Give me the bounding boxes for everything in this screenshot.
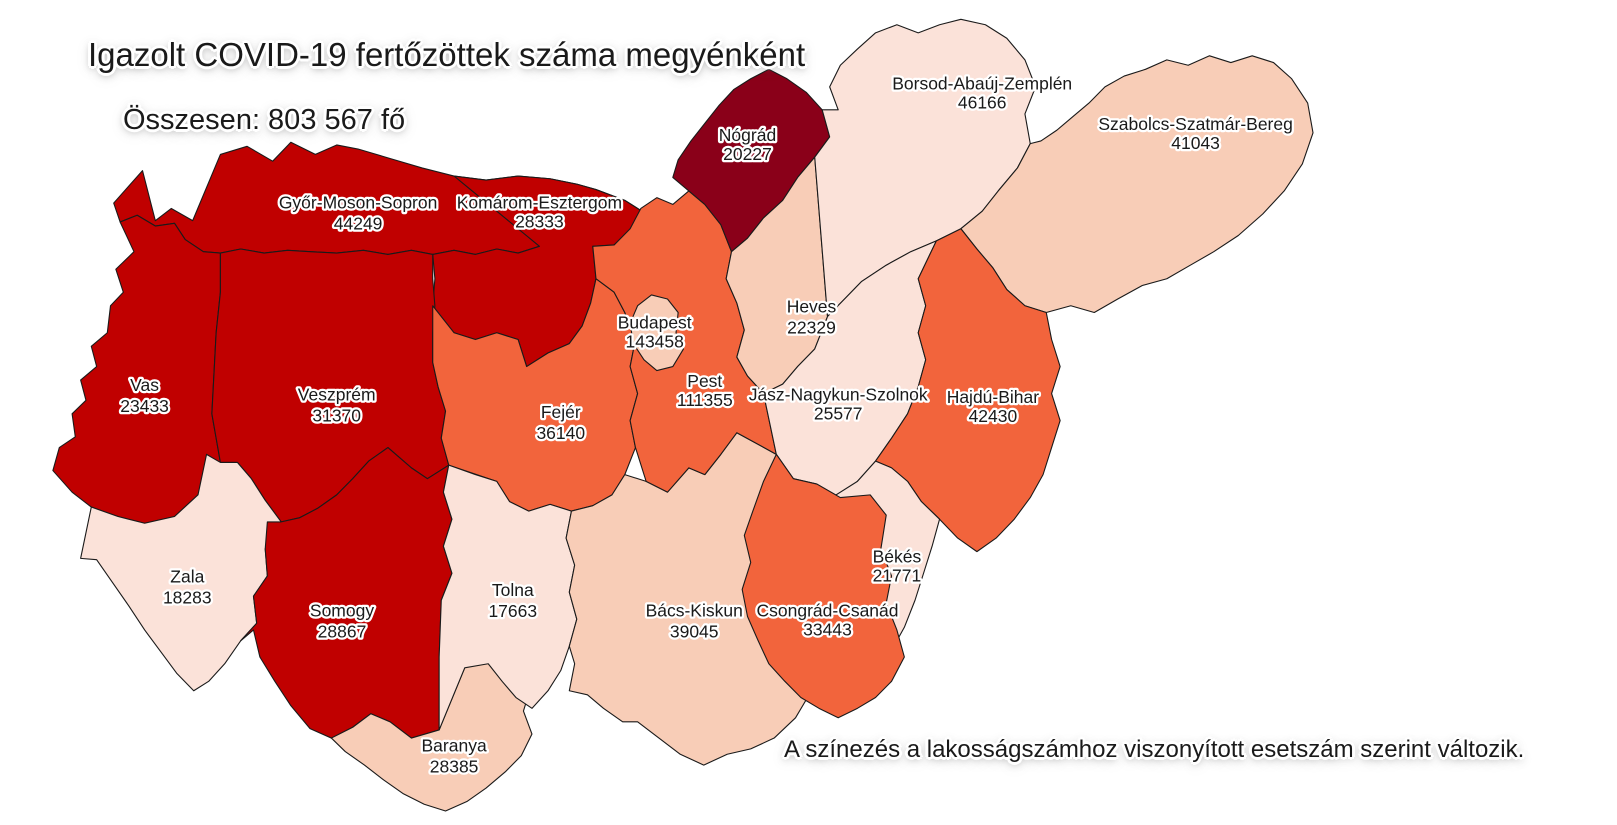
svg-text:Budapest: Budapest bbox=[618, 313, 692, 333]
svg-text:Somogy: Somogy bbox=[310, 601, 374, 621]
svg-text:31370: 31370 bbox=[312, 405, 361, 425]
svg-text:Csongrád-Csanád: Csongrád-Csanád bbox=[756, 601, 898, 621]
svg-text:Fejér: Fejér bbox=[541, 402, 581, 422]
svg-text:44249: 44249 bbox=[334, 214, 383, 234]
svg-text:36140: 36140 bbox=[536, 423, 585, 443]
svg-text:41043: 41043 bbox=[1171, 133, 1220, 153]
svg-text:111355: 111355 bbox=[677, 390, 733, 410]
svg-text:Békés: Békés bbox=[873, 546, 922, 566]
svg-text:28385: 28385 bbox=[430, 757, 479, 777]
svg-text:21771: 21771 bbox=[873, 565, 922, 585]
svg-text:Nógrád: Nógrád bbox=[719, 125, 776, 145]
svg-text:Bács-Kiskun: Bács-Kiskun bbox=[646, 601, 743, 621]
svg-text:Komárom-Esztergom: Komárom-Esztergom bbox=[457, 193, 622, 213]
svg-text:39045: 39045 bbox=[670, 622, 719, 642]
svg-text:Pest: Pest bbox=[687, 371, 722, 391]
svg-text:Jász-Nagykun-Szolnok: Jász-Nagykun-Szolnok bbox=[749, 384, 928, 404]
svg-text:42430: 42430 bbox=[969, 406, 1018, 426]
svg-text:143458: 143458 bbox=[625, 332, 683, 352]
svg-text:18283: 18283 bbox=[163, 588, 212, 608]
svg-text:Heves: Heves bbox=[787, 297, 837, 317]
svg-text:Baranya: Baranya bbox=[422, 736, 487, 756]
svg-text:Szabolcs-Szatmár-Bereg: Szabolcs-Szatmár-Bereg bbox=[1098, 114, 1293, 134]
svg-text:Győr-Moson-Sopron: Győr-Moson-Sopron bbox=[279, 193, 438, 213]
svg-text:22329: 22329 bbox=[787, 318, 836, 338]
svg-text:Borsod-Abaúj-Zemplén: Borsod-Abaúj-Zemplén bbox=[892, 74, 1072, 94]
svg-text:17663: 17663 bbox=[488, 601, 537, 621]
svg-text:28333: 28333 bbox=[515, 212, 564, 232]
svg-text:Tolna: Tolna bbox=[492, 580, 534, 600]
svg-text:20227: 20227 bbox=[723, 144, 772, 164]
svg-text:23433: 23433 bbox=[120, 396, 169, 416]
svg-text:Vas: Vas bbox=[130, 375, 159, 395]
svg-text:25577: 25577 bbox=[814, 403, 863, 423]
svg-text:Zala: Zala bbox=[170, 567, 204, 587]
svg-text:Veszprém: Veszprém bbox=[298, 384, 376, 404]
svg-text:33443: 33443 bbox=[803, 620, 852, 640]
svg-text:28867: 28867 bbox=[318, 622, 367, 642]
svg-text:Hajdú-Bihar: Hajdú-Bihar bbox=[947, 387, 1040, 407]
svg-text:46166: 46166 bbox=[958, 93, 1007, 113]
